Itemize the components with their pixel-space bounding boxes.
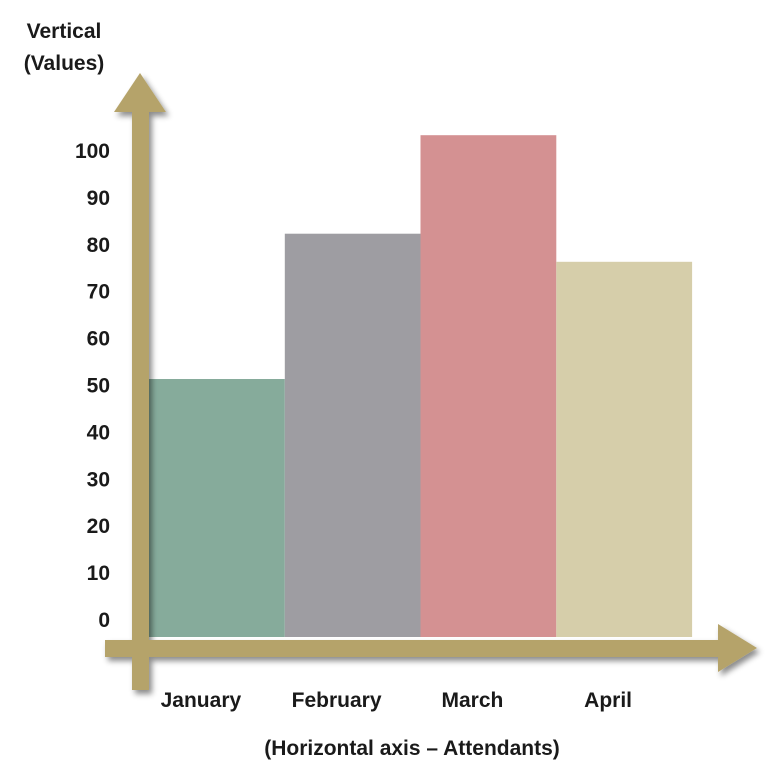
y-tick-labels: 0 10 20 30 40 50 60 70 80 90 100 <box>75 140 110 632</box>
x-axis-arrow-icon <box>718 624 757 672</box>
y-tick-label: 50 <box>87 375 110 398</box>
y-tick-label: 0 <box>98 609 110 632</box>
y-tick-label: 40 <box>87 421 110 444</box>
bar-april <box>556 261 693 637</box>
y-tick-label: 100 <box>75 140 110 163</box>
y-tick-label: 20 <box>87 515 110 538</box>
y-tick-label: 30 <box>87 468 110 491</box>
x-tick-label-april: April <box>584 689 632 712</box>
x-tick-label-march: March <box>441 689 503 712</box>
bars-layer <box>149 135 693 637</box>
bar-march <box>420 135 557 637</box>
bar-february <box>284 233 421 637</box>
x-tick-label-january: January <box>161 689 242 712</box>
y-axis-line <box>132 100 149 690</box>
bar-january <box>149 379 285 637</box>
y-axis-label-line2: (Values) <box>24 52 105 75</box>
y-axis-arrow-icon <box>114 73 166 112</box>
x-axis-label: (Horizontal axis – Attendants) <box>264 737 560 760</box>
x-axis-line <box>105 640 735 657</box>
y-tick-label: 80 <box>87 234 110 257</box>
y-axis-label-line1: Vertical <box>27 20 102 43</box>
x-tick-labels: January February March April <box>161 689 632 712</box>
x-tick-label-february: February <box>292 689 382 712</box>
y-tick-label: 10 <box>87 562 110 585</box>
axes-layer <box>105 73 757 690</box>
y-tick-label: 90 <box>87 187 110 210</box>
y-tick-label: 70 <box>87 281 110 304</box>
y-tick-label: 60 <box>87 328 110 351</box>
